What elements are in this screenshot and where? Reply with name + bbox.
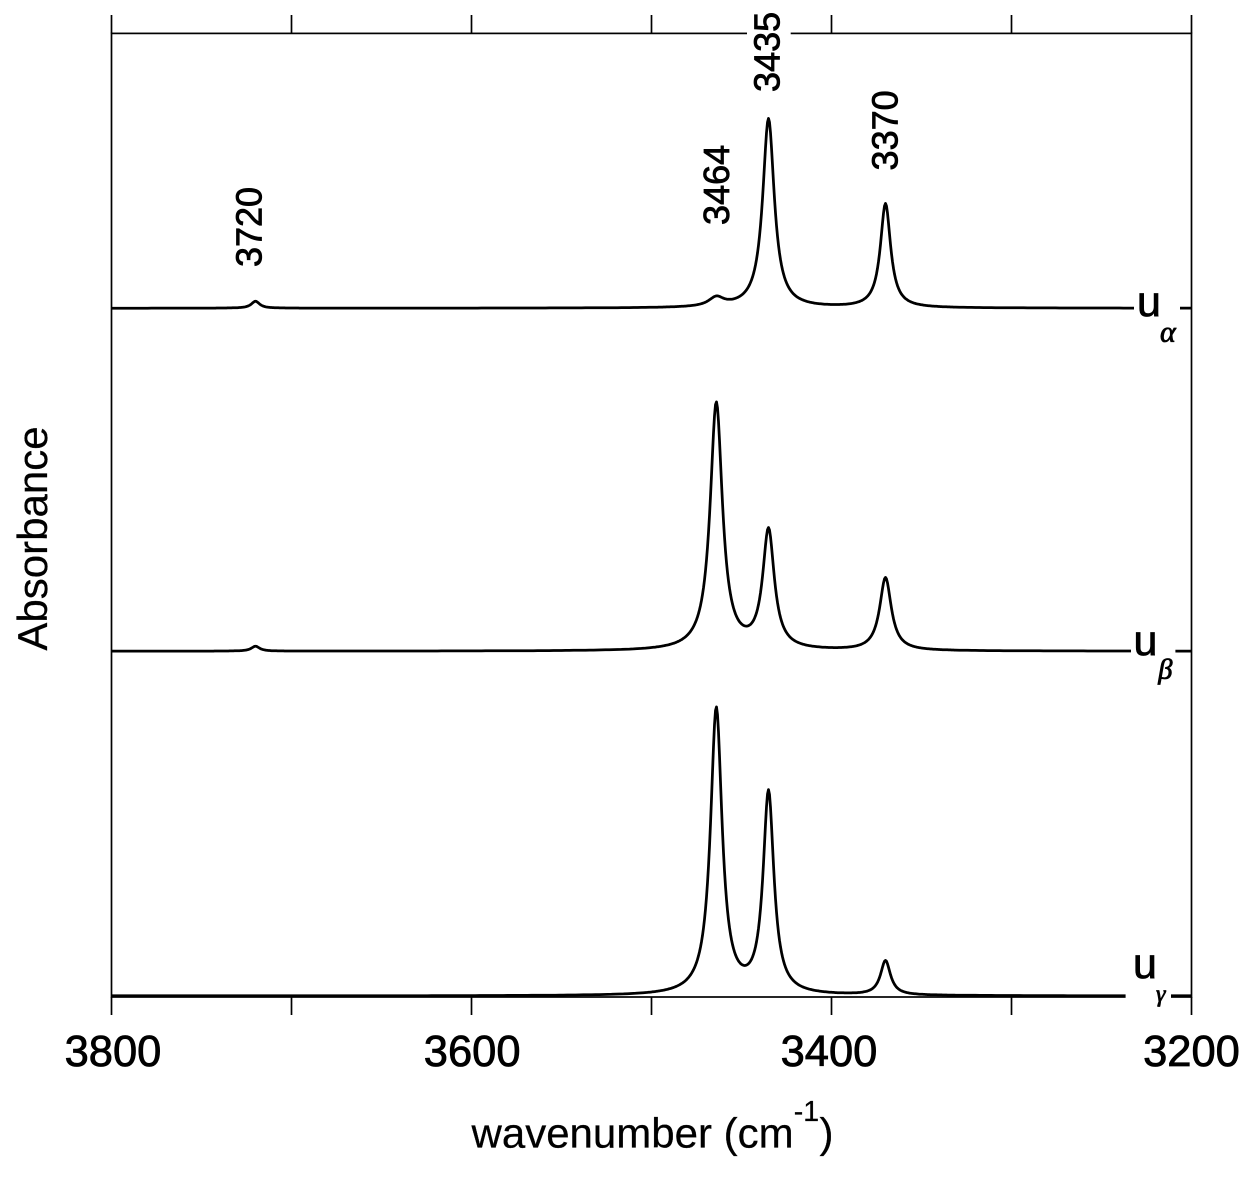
svg-text:-1: -1 bbox=[794, 1096, 819, 1128]
svg-text:3720: 3720 bbox=[229, 187, 270, 267]
svg-text:β: β bbox=[1157, 655, 1173, 686]
svg-text:Absorbance: Absorbance bbox=[9, 426, 56, 650]
svg-text:u: u bbox=[1134, 617, 1158, 665]
svg-text:3400: 3400 bbox=[781, 1028, 878, 1076]
svg-text:): ) bbox=[820, 1110, 834, 1157]
svg-text:γ: γ bbox=[1156, 982, 1166, 1008]
svg-text:3600: 3600 bbox=[424, 1028, 521, 1076]
svg-text:3200: 3200 bbox=[1143, 1028, 1240, 1076]
svg-text:3464: 3464 bbox=[696, 145, 737, 225]
svg-text:3370: 3370 bbox=[864, 90, 905, 170]
svg-text:3800: 3800 bbox=[65, 1028, 162, 1076]
svg-text:3435: 3435 bbox=[746, 12, 787, 92]
svg-text:u: u bbox=[1133, 940, 1157, 988]
svg-text:u: u bbox=[1137, 278, 1161, 326]
svg-text:wavenumber (cm: wavenumber (cm bbox=[471, 1110, 794, 1157]
svg-text:α: α bbox=[1160, 316, 1177, 349]
